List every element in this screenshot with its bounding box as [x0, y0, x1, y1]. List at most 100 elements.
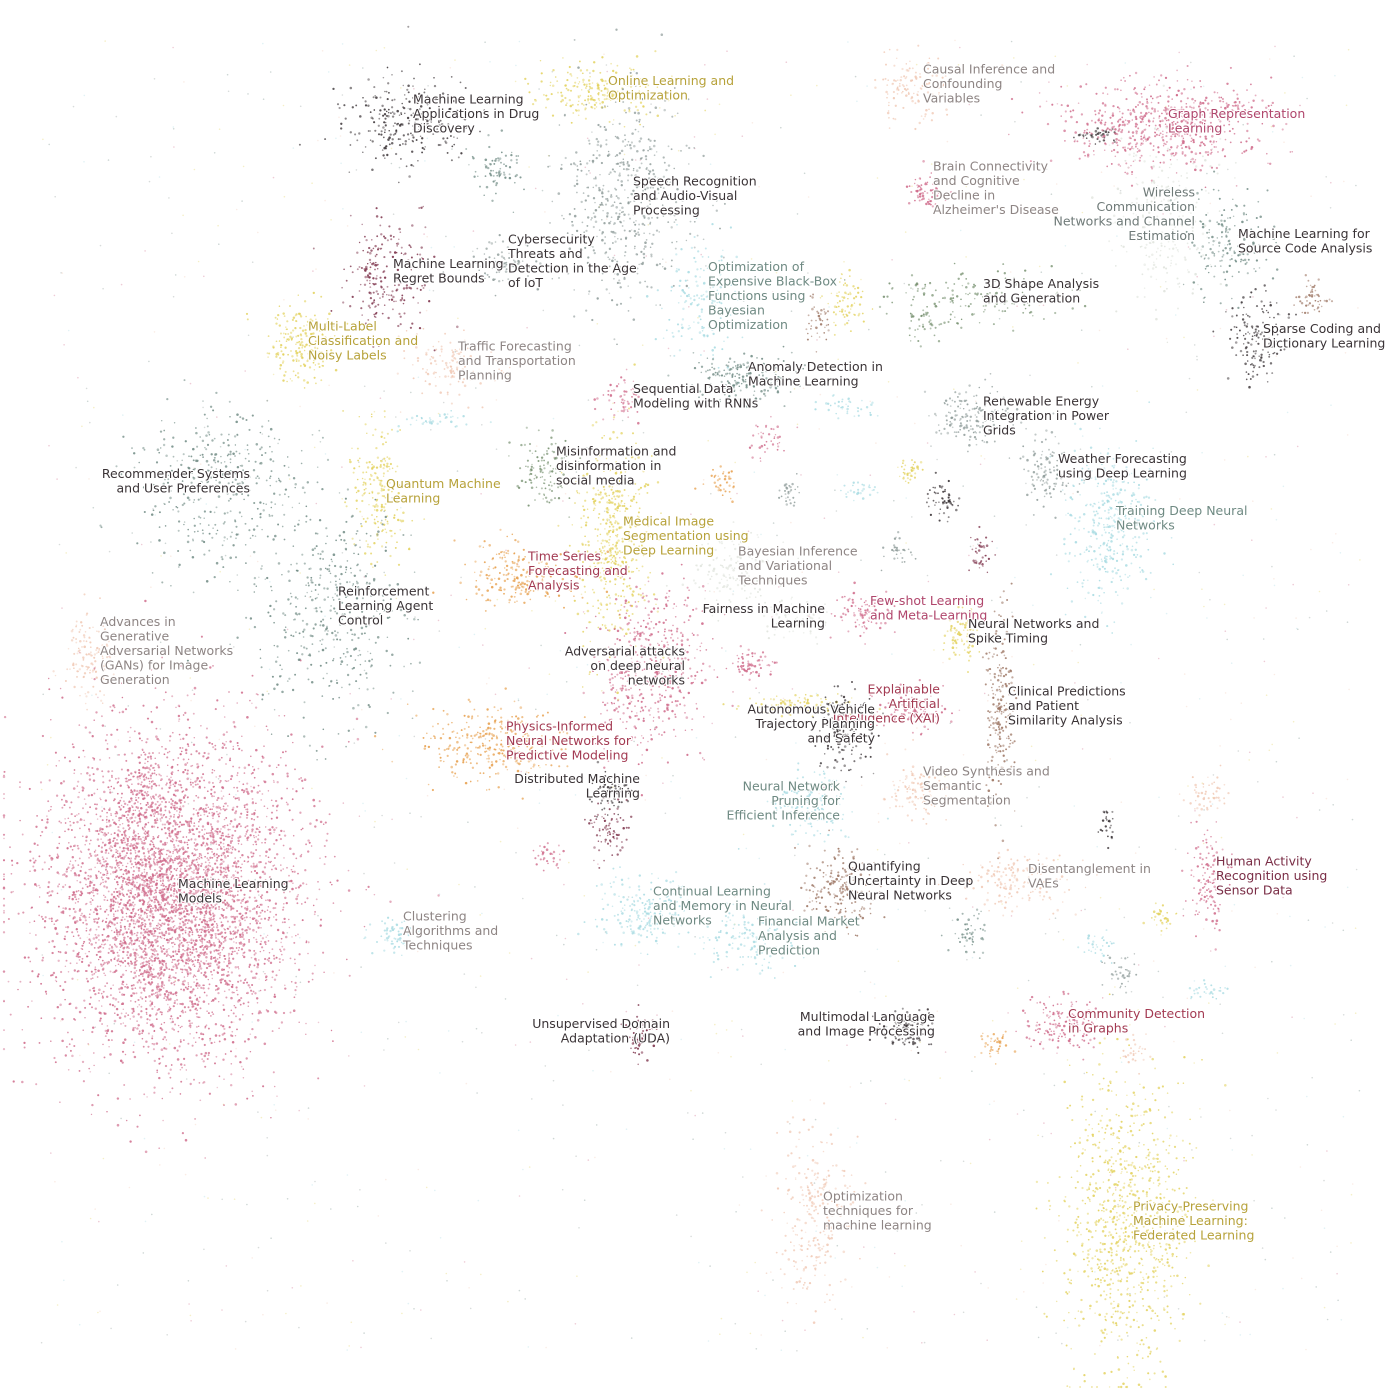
scatter-point — [723, 477, 727, 481]
scatter-point — [898, 475, 901, 478]
scatter-point — [1160, 169, 1164, 172]
scatter-point — [997, 1050, 999, 1053]
scatter-point — [1202, 254, 1205, 257]
scatter-point — [914, 178, 917, 181]
scatter-point — [1193, 244, 1196, 247]
noise-point — [1346, 434, 1349, 436]
noise-point — [307, 1118, 310, 1120]
noise-point — [633, 740, 635, 743]
scatter-point — [569, 104, 573, 108]
scatter-point — [642, 252, 646, 256]
scatter-point — [1094, 121, 1097, 124]
noise-point — [866, 619, 869, 621]
noise-point — [700, 253, 702, 256]
scatter-point — [519, 176, 522, 179]
scatter-point — [1309, 291, 1312, 294]
scatter-point — [1197, 283, 1199, 286]
scatter-point — [1202, 804, 1206, 808]
noise-point — [724, 1131, 727, 1134]
noise-point — [619, 747, 622, 749]
scatter-point — [1204, 224, 1207, 227]
scatter-point — [1127, 980, 1129, 983]
noise-point — [1043, 1122, 1045, 1124]
noise-point — [131, 532, 133, 534]
scatter-point — [355, 104, 358, 107]
scatter-point — [718, 477, 721, 481]
scatter-point — [633, 229, 637, 233]
noise-point — [828, 306, 830, 308]
noise-point — [887, 381, 890, 383]
scatter-point — [1092, 150, 1095, 152]
scatter-point — [913, 467, 916, 470]
scatter-point — [495, 184, 498, 187]
scatter-point — [1118, 107, 1121, 110]
noise-point — [251, 702, 253, 705]
scatter-point — [650, 147, 653, 151]
scatter-point — [1246, 122, 1249, 125]
scatter-point — [636, 267, 639, 270]
scatter-point — [688, 146, 691, 150]
scatter-point — [779, 702, 783, 705]
scatter-point — [1291, 151, 1293, 153]
scatter-point — [727, 475, 731, 478]
scatter-point — [459, 81, 462, 84]
scatter-point — [937, 339, 941, 343]
scatter-point — [861, 290, 864, 293]
noise-point — [847, 319, 850, 322]
noise-point — [1188, 377, 1191, 380]
noise-point — [584, 166, 587, 169]
scatter-point — [1157, 110, 1159, 112]
noise-point — [507, 1300, 509, 1303]
noise-point — [364, 810, 367, 812]
noise-point — [911, 516, 913, 518]
scatter-point — [1149, 1055, 1152, 1058]
scatter-point — [1131, 135, 1135, 138]
scatter-point — [1002, 1035, 1004, 1038]
noise-point — [446, 1280, 448, 1282]
scatter-point — [861, 497, 865, 500]
scatter-point — [500, 129, 504, 132]
scatter-point — [1100, 960, 1103, 963]
scatter-point — [1236, 93, 1239, 96]
scatter-point — [660, 33, 664, 36]
scatter-point — [948, 498, 951, 501]
noise-point — [1138, 846, 1140, 848]
noise-point — [977, 543, 979, 546]
scatter-point — [1206, 236, 1209, 239]
noise-point — [629, 676, 632, 678]
scatter-point — [607, 153, 611, 156]
noise-point — [1310, 195, 1312, 197]
scatter-point — [1217, 163, 1221, 167]
scatter-point — [601, 231, 605, 234]
scatter-point — [604, 813, 606, 816]
scatter-point — [834, 324, 837, 327]
noise-point — [1275, 355, 1278, 357]
scatter-point — [902, 471, 905, 474]
scatter-point — [1105, 829, 1108, 832]
noise-point — [111, 791, 114, 794]
scatter-point — [592, 186, 595, 189]
noise-point — [1333, 340, 1336, 343]
scatter-point — [609, 833, 611, 836]
noise-point — [164, 542, 167, 545]
noise-point — [749, 1148, 752, 1150]
noise-point — [1296, 816, 1298, 819]
scatter-point — [857, 291, 860, 294]
unlabeled-cluster-points-13 — [778, 473, 800, 507]
noise-point — [1308, 240, 1311, 242]
scatter-point — [618, 282, 621, 285]
scatter-point — [796, 699, 800, 703]
scatter-point — [606, 198, 609, 201]
scatter-point — [604, 841, 607, 843]
scatter-point — [783, 449, 785, 452]
scatter-point — [1216, 92, 1219, 94]
scatter-point — [1063, 129, 1066, 133]
noise-point — [1310, 548, 1312, 551]
scatter-point — [974, 928, 977, 931]
scatter-point — [1137, 104, 1139, 106]
scatter-point — [1128, 136, 1132, 140]
scatter-point — [414, 118, 418, 121]
scatter-point — [1127, 147, 1129, 150]
scatter-point — [1212, 988, 1216, 991]
noise-point — [1240, 702, 1243, 704]
